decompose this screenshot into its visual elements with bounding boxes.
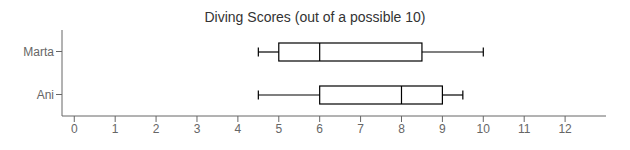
svg-text:0: 0 [71,122,78,136]
svg-text:5: 5 [275,122,282,136]
svg-text:Ani: Ani [37,88,54,102]
svg-text:3: 3 [194,122,201,136]
html-text:Diving Scores (out of a possib: Diving Scores (out of a possible 10) [204,9,426,25]
svg-text:2: 2 [153,122,160,136]
svg-text:11: 11 [518,122,531,136]
svg-text:7: 7 [357,122,364,136]
svg-text:6: 6 [316,122,323,136]
svg-text:Marta: Marta [23,45,54,59]
svg-text:12: 12 [558,122,572,136]
svg-text:9: 9 [439,122,446,136]
svg-text:1: 1 [112,122,119,136]
svg-text:10: 10 [477,122,491,136]
svg-text:4: 4 [235,122,242,136]
svg-text:8: 8 [398,122,405,136]
